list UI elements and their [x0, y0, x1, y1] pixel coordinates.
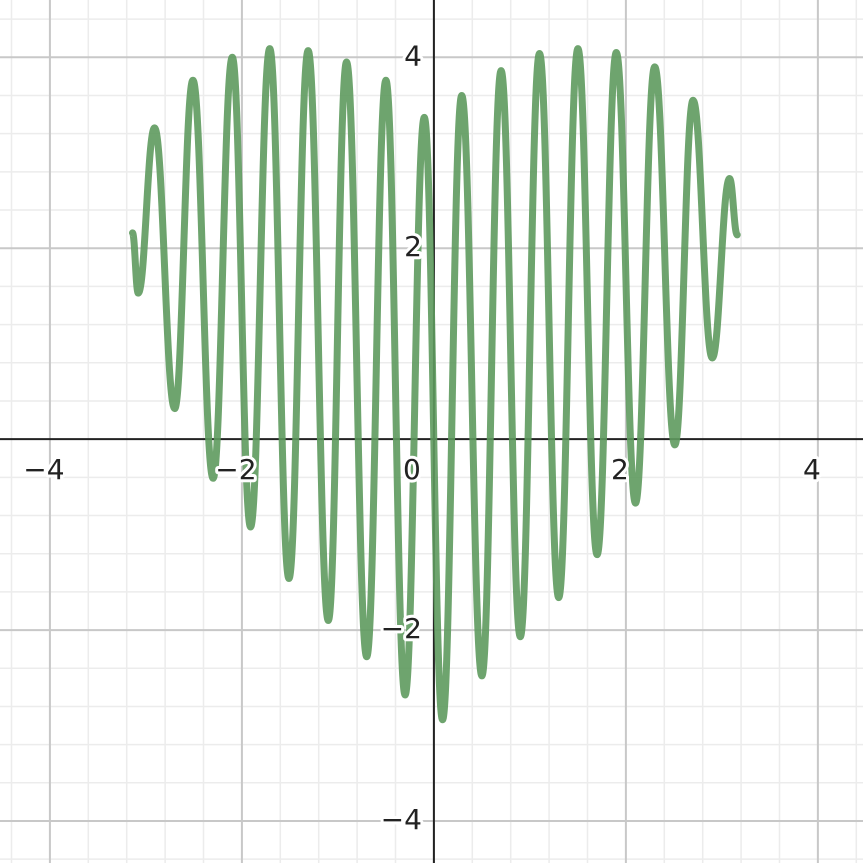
y-tick-label: 4 — [404, 39, 422, 72]
y-tick-label: −4 — [381, 803, 422, 836]
x-tick-label: −2 — [215, 453, 256, 486]
x-tick-label: −4 — [23, 453, 64, 486]
x-tick-label: 2 — [611, 453, 629, 486]
y-tick-label: 2 — [404, 230, 422, 263]
y-tick-label: −2 — [381, 612, 422, 645]
curve — [128, 45, 741, 724]
x-tick-label: 4 — [803, 453, 821, 486]
x-tick-label: 0 — [403, 453, 421, 486]
